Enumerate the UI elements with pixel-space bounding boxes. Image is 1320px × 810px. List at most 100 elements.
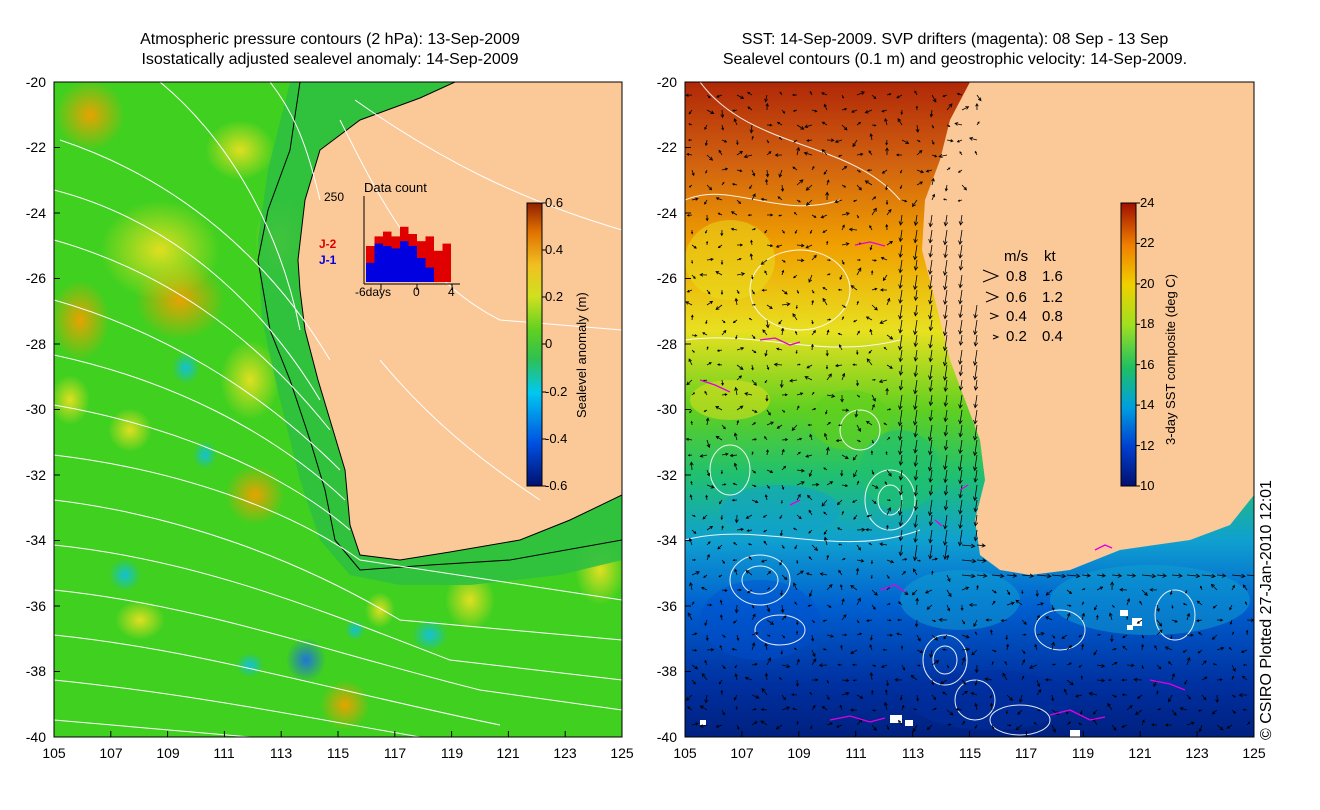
velocity-arrow [946,124,951,127]
velocity-arrow [778,319,783,325]
velocity-arrow [779,91,783,96]
velocity-arrow [720,259,724,266]
velocity-arrow [1066,604,1072,607]
velocity-arrow [751,303,756,306]
velocity-arrow [916,149,923,156]
velocity-arrow [1021,633,1027,636]
velocity-arrow [1111,694,1117,698]
velocity-arrow [961,573,976,579]
velocity-arrow [793,527,798,531]
velocity-arrow [691,197,699,201]
velocity-arrow [1179,707,1188,711]
velocity-arrow [946,604,951,612]
velocity-arrow [826,481,834,486]
velocity-arrow [1231,631,1235,636]
inset-legend-j2: J-2 [319,237,337,251]
velocity-arrow [961,634,970,639]
right-ytick: -26 [656,270,677,286]
left-map [54,82,622,737]
left-xtick: 109 [156,745,180,761]
velocity-arrow [691,649,698,652]
velocity-arrow [1081,643,1085,651]
velocity-arrow [745,570,753,576]
velocity-arrow [943,544,948,560]
velocity-arrow [764,229,768,234]
velocity-arrow [1196,600,1203,606]
velocity-arrow [781,615,787,621]
velocity-arrow [871,94,877,100]
velocity-arrow [916,559,921,562]
velocity-arrow [853,469,858,478]
velocity-arrow [913,244,918,261]
velocity-arrow [1036,573,1052,579]
velocity-arrow [779,379,784,389]
velocity-arrow [704,199,708,205]
velocity-arrow [856,527,866,532]
velocity-arrow [781,259,786,263]
velocity-arrow [780,649,783,655]
velocity-arrow [766,469,774,474]
velocity-arrow [796,363,801,366]
velocity-arrow [796,481,805,486]
velocity-arrow [717,544,723,550]
velocity-arrow [915,694,920,702]
velocity-arrow [856,694,864,699]
inset-xlabel: 0 [413,285,420,299]
velocity-arrow [1186,633,1194,637]
velocity-arrow [840,469,844,477]
velocity-arrow [1229,604,1233,611]
velocity-arrow [898,514,904,527]
velocity-arrow [1108,612,1113,621]
velocity-arrow [825,349,829,357]
velocity-arrow [764,642,768,651]
velocity-arrow [781,289,788,295]
left-ytick: -32 [25,467,46,483]
velocity-arrow [748,317,753,321]
velocity-arrow [871,664,877,667]
velocity-arrow [927,454,933,472]
velocity-arrow [1078,634,1083,638]
velocity-arrow [781,634,786,639]
velocity-arrow [1186,694,1191,700]
velocity-arrow [747,589,753,594]
velocity-arrow [823,467,828,471]
right-title-line1: SST: 14-Sep-2009. SVP drifters (magenta)… [741,31,1169,48]
velocity-arrow [781,229,785,234]
velocity-arrow [745,514,753,519]
velocity-arrow [1006,724,1012,727]
velocity-arrow [766,364,770,371]
legend-header-kt: kt [1044,248,1056,265]
velocity-arrow [721,424,726,430]
velocity-arrow [766,484,770,489]
velocity-arrow [796,658,800,666]
velocity-arrow [856,394,861,398]
velocity-arrow [736,588,742,592]
velocity-arrow [961,619,966,625]
velocity-arrow [943,514,948,530]
velocity-arrow [823,511,828,516]
velocity-arrow [957,169,963,173]
velocity-arrow [958,319,963,335]
velocity-arrow [686,289,693,293]
velocity-arrow [796,405,800,411]
velocity-arrow [704,139,708,147]
velocity-arrow [898,469,904,481]
velocity-arrow [991,589,997,594]
velocity-arrow [748,556,753,561]
velocity-arrow [898,364,904,376]
velocity-arrow [973,514,979,527]
velocity-arrow [885,451,888,456]
right-ytick: -38 [656,663,677,679]
velocity-arrow [751,708,757,711]
velocity-arrow [719,614,723,621]
velocity-arrow [705,634,709,642]
velocity-arrow [900,169,903,174]
velocity-arrow [779,529,783,537]
velocity-arrow [751,694,760,699]
velocity-arrow [731,647,738,651]
velocity-arrow [823,536,828,546]
velocity-arrow [912,544,918,562]
velocity-arrow [931,570,934,576]
velocity-arrow [841,224,845,231]
velocity-arrow [1051,573,1067,579]
